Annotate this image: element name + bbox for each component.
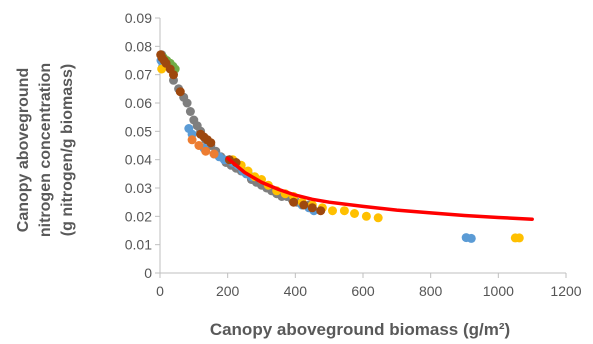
y-tick-label: 0 xyxy=(144,265,152,281)
x-tick-label: 600 xyxy=(351,283,375,299)
data-point xyxy=(361,211,371,221)
plot-area: 0 200 400 600 800 1000 1200 00.010.020.030.040… xyxy=(125,10,582,299)
y-tick-label: 0.03 xyxy=(125,180,152,196)
y-axis-title-line-2: nitrogen concentration xyxy=(37,63,54,237)
fit-curve xyxy=(225,156,534,221)
x-axis-ticks: 0 200 400 600 800 1000 1200 xyxy=(156,273,582,299)
y-tick-label: 0.01 xyxy=(125,237,152,253)
x-tick-label: 400 xyxy=(284,283,308,299)
data-point xyxy=(316,206,326,216)
data-point xyxy=(514,233,524,243)
y-tick-label: 0.02 xyxy=(125,208,152,224)
x-axis-title: Canopy aboveground biomass (g/m²) xyxy=(210,320,510,339)
data-point xyxy=(299,200,309,210)
data-point xyxy=(206,138,216,148)
y-tick-label: 0.07 xyxy=(125,67,152,83)
data-point xyxy=(194,141,204,150)
x-tick-label: 1000 xyxy=(483,283,514,299)
y-axis-title: Canopy aboveground nitrogen concentratio… xyxy=(15,63,76,237)
data-point xyxy=(328,206,337,216)
data-point xyxy=(182,98,192,108)
data-point xyxy=(201,146,211,156)
y-tick-label: 0.05 xyxy=(125,123,152,139)
x-tick-label: 0 xyxy=(156,283,164,299)
y-axis-title-line-3: (g nitrogen/g biomass) xyxy=(59,64,76,236)
data-point xyxy=(185,107,195,116)
data-point xyxy=(187,135,197,145)
data-point xyxy=(209,149,219,159)
data-point xyxy=(466,233,476,243)
data-point xyxy=(339,206,349,216)
y-tick-label: 0.06 xyxy=(125,95,152,111)
data-point xyxy=(307,203,317,213)
x-tick-label: 1200 xyxy=(550,283,581,299)
y-tick-label: 0.09 xyxy=(125,10,152,26)
y-axis-title-line-1: Canopy aboveground xyxy=(15,68,32,232)
y-tick-label: 0.04 xyxy=(125,152,152,168)
data-point xyxy=(169,70,178,80)
x-tick-label: 200 xyxy=(216,283,240,299)
data-point xyxy=(289,197,299,207)
data-point xyxy=(373,213,383,223)
y-tick-label: 0.08 xyxy=(125,38,152,54)
x-tick-label: 800 xyxy=(419,283,443,299)
data-point xyxy=(350,209,359,218)
y-axis-ticks: 0 0.01 0.02 0.03 0.04 0.05 0.06 0.07 0.08 0.09 xyxy=(125,10,160,281)
data-point xyxy=(175,87,185,97)
